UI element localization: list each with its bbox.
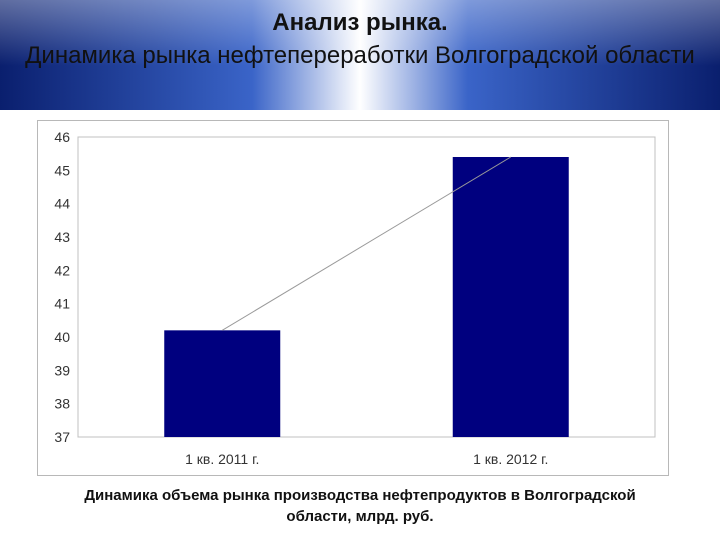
page-title: Анализ рынка. — [272, 9, 448, 36]
x-axis: 1 кв. 2011 г. 1 кв. 2012 г. — [185, 451, 548, 467]
chart-caption: Динамика объема рынка производства нефте… — [84, 487, 636, 525]
y-tick-label: 46 — [54, 129, 70, 145]
y-tick-label: 45 — [54, 162, 70, 178]
y-tick-label: 37 — [54, 429, 70, 445]
y-tick-label: 43 — [54, 229, 70, 245]
y-tick-label: 42 — [54, 262, 70, 278]
bar — [164, 330, 281, 437]
x-tick-label: 1 кв. 2011 г. — [185, 451, 259, 467]
y-tick-label: 41 — [54, 296, 70, 312]
y-tick-label: 40 — [54, 329, 70, 345]
y-axis: 37 38 39 40 41 42 43 44 45 46 — [54, 129, 656, 445]
trendline — [221, 156, 512, 331]
y-tick-label: 38 — [54, 396, 70, 412]
x-tick-label: 1 кв. 2012 г. — [473, 451, 548, 467]
title-banner-glow — [0, 0, 720, 110]
page-subtitle: Динамика рынка нефтепереработки Волгогра… — [25, 42, 695, 69]
trendline-segment — [221, 156, 512, 331]
title-block: Анализ рынка. Динамика рынка нефтеперера… — [0, 6, 720, 72]
plot-area — [77, 136, 656, 438]
bar-series — [164, 157, 569, 437]
chart-frame: 37 38 39 40 41 42 43 44 45 46 1 кв. 2011 г. 1 кв. … — [37, 120, 669, 476]
bar — [452, 157, 569, 437]
title-banner: Анализ рынка. Динамика рынка нефтеперера… — [0, 0, 720, 110]
y-tick-label: 39 — [54, 362, 70, 378]
y-tick-label: 44 — [54, 196, 70, 212]
